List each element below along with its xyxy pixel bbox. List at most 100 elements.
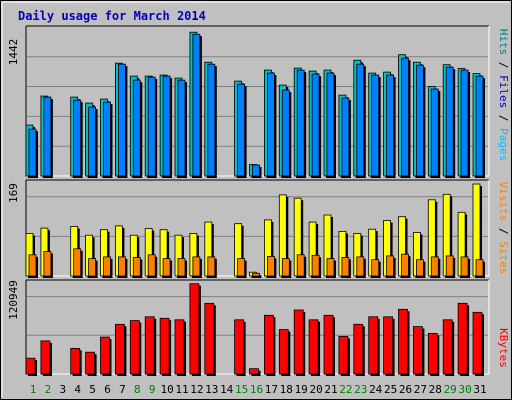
hits-ymax-label: 1442 [7,39,20,66]
files-bar [88,106,96,177]
sites-bar [475,259,484,277]
kbytes-bar [368,316,379,375]
sites-bar [460,256,469,277]
day-label: 28 [429,383,442,396]
kbytes-bar [442,319,453,375]
day-label: 6 [104,383,111,396]
day-label: 22 [339,383,352,396]
sites-bar [147,254,156,277]
files-bar [356,63,365,177]
sites-bar [118,256,126,277]
kbytes-bar [278,329,289,375]
sites-bar-shadow [254,275,262,278]
sites-bar [207,256,216,277]
day-label: 26 [399,383,412,396]
day-label: 9 [149,383,156,396]
kbytes-bar [144,316,155,375]
files-bar [430,88,439,177]
kbytes-bar [293,309,304,375]
hits-files-pages-side-label: Hits / Files / Pages [497,29,510,162]
kbytes-bar [457,302,468,375]
kbytes-side-label: KBytes [497,328,510,368]
sites-bar [162,258,171,277]
sites-bar [237,258,246,277]
sites-bar [341,257,350,277]
kbytes-bar [412,326,423,375]
sites-visits-side-label: Visits / Sites [497,182,510,275]
kbytes-bar [129,320,140,375]
files-bar [311,73,320,177]
files-bar [401,57,409,177]
sites-bar [326,258,335,277]
sites-visits-side-label-part: Sites [497,241,510,274]
kbytes-bar [263,314,274,375]
day-label: 29 [444,383,457,396]
files-bar [266,72,275,177]
files-bar [237,83,246,177]
hits-files-pages-side-label-part: Hits [497,29,510,56]
hits-files-pages-side-label-separator: / [497,108,510,128]
files-bar [43,96,52,177]
kbytes-bar [308,319,319,375]
visits-sites-panel [25,179,490,278]
day-label: 13 [205,383,218,396]
kbytes-bar [40,340,51,375]
files-bar [296,69,305,177]
kbytes-bar [159,317,170,375]
sites-bar [296,254,305,277]
day-label: 3 [59,383,66,396]
day-label: 18 [280,383,293,396]
kbytes-bar [174,319,185,375]
hits-files-pages-side-label-separator: / [497,55,510,75]
kbytes-bar [249,368,259,375]
series-side-labels: Hits / Files / Pages Visits / Sites KBytes [497,29,510,368]
files-bar [207,63,216,177]
sites-bar [252,272,260,277]
day-label: 12 [190,383,203,396]
sites-bar [28,254,37,277]
day-label: 27 [414,383,427,396]
day-label: 21 [324,383,337,396]
day-label: 24 [369,383,383,396]
sites-bar [281,258,290,277]
hits-files-panel [25,25,490,179]
sites-visits-side-label-part: Visits [497,182,510,222]
kbytes-bar [85,351,95,375]
sites-bar [177,258,186,277]
sites-visits-side-label-separator: / [497,221,510,241]
files-bar [341,97,350,177]
day-label: 16 [250,383,263,396]
day-label: 14 [220,383,234,396]
day-axis-labels: 1 2 3 4 5 6 7 8 9 10 11 12 13 14 15 16 17 18 19 20 21 22 23 24 2… [30,383,487,396]
kbytes-bar [189,283,200,375]
files-bar [415,64,424,177]
day-label: 15 [235,383,248,396]
sites-bar [132,257,141,277]
kbytes-bar [115,323,125,375]
sites-bar [43,251,52,277]
kbytes-ymax-label: 120949 [7,280,20,320]
sites-bar [401,253,409,277]
sites-bar [445,255,454,277]
files-bar [73,99,82,177]
day-label: 30 [458,383,471,396]
files-bar [177,79,186,177]
sites-bar [73,248,82,277]
kbytes-bar [427,332,438,375]
files-bar [460,69,469,177]
files-bar [162,75,171,177]
kbytes-bar [338,335,349,375]
files-bar [386,74,395,177]
files-bar [252,164,260,177]
files-bar [371,74,380,177]
files-bar [475,75,484,177]
files-bar [192,33,201,177]
sites-bar [386,255,395,277]
kbytes-bar [70,347,81,375]
day-label: 31 [473,383,486,396]
sites-bar [371,259,380,277]
sites-bar [356,256,365,277]
kbytes-bar [100,336,110,375]
day-label: 19 [295,383,308,396]
